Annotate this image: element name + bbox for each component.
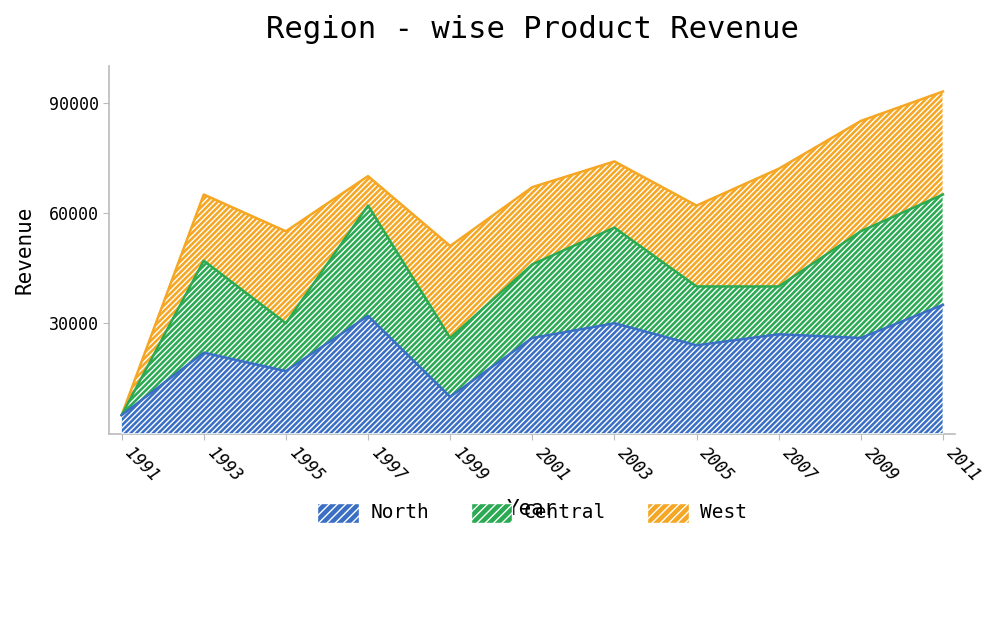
Y-axis label: Revenue: Revenue bbox=[15, 206, 35, 294]
Title: Region - wise Product Revenue: Region - wise Product Revenue bbox=[266, 15, 799, 44]
Legend: North, Central, West: North, Central, West bbox=[304, 489, 761, 537]
X-axis label: Year: Year bbox=[507, 499, 558, 519]
